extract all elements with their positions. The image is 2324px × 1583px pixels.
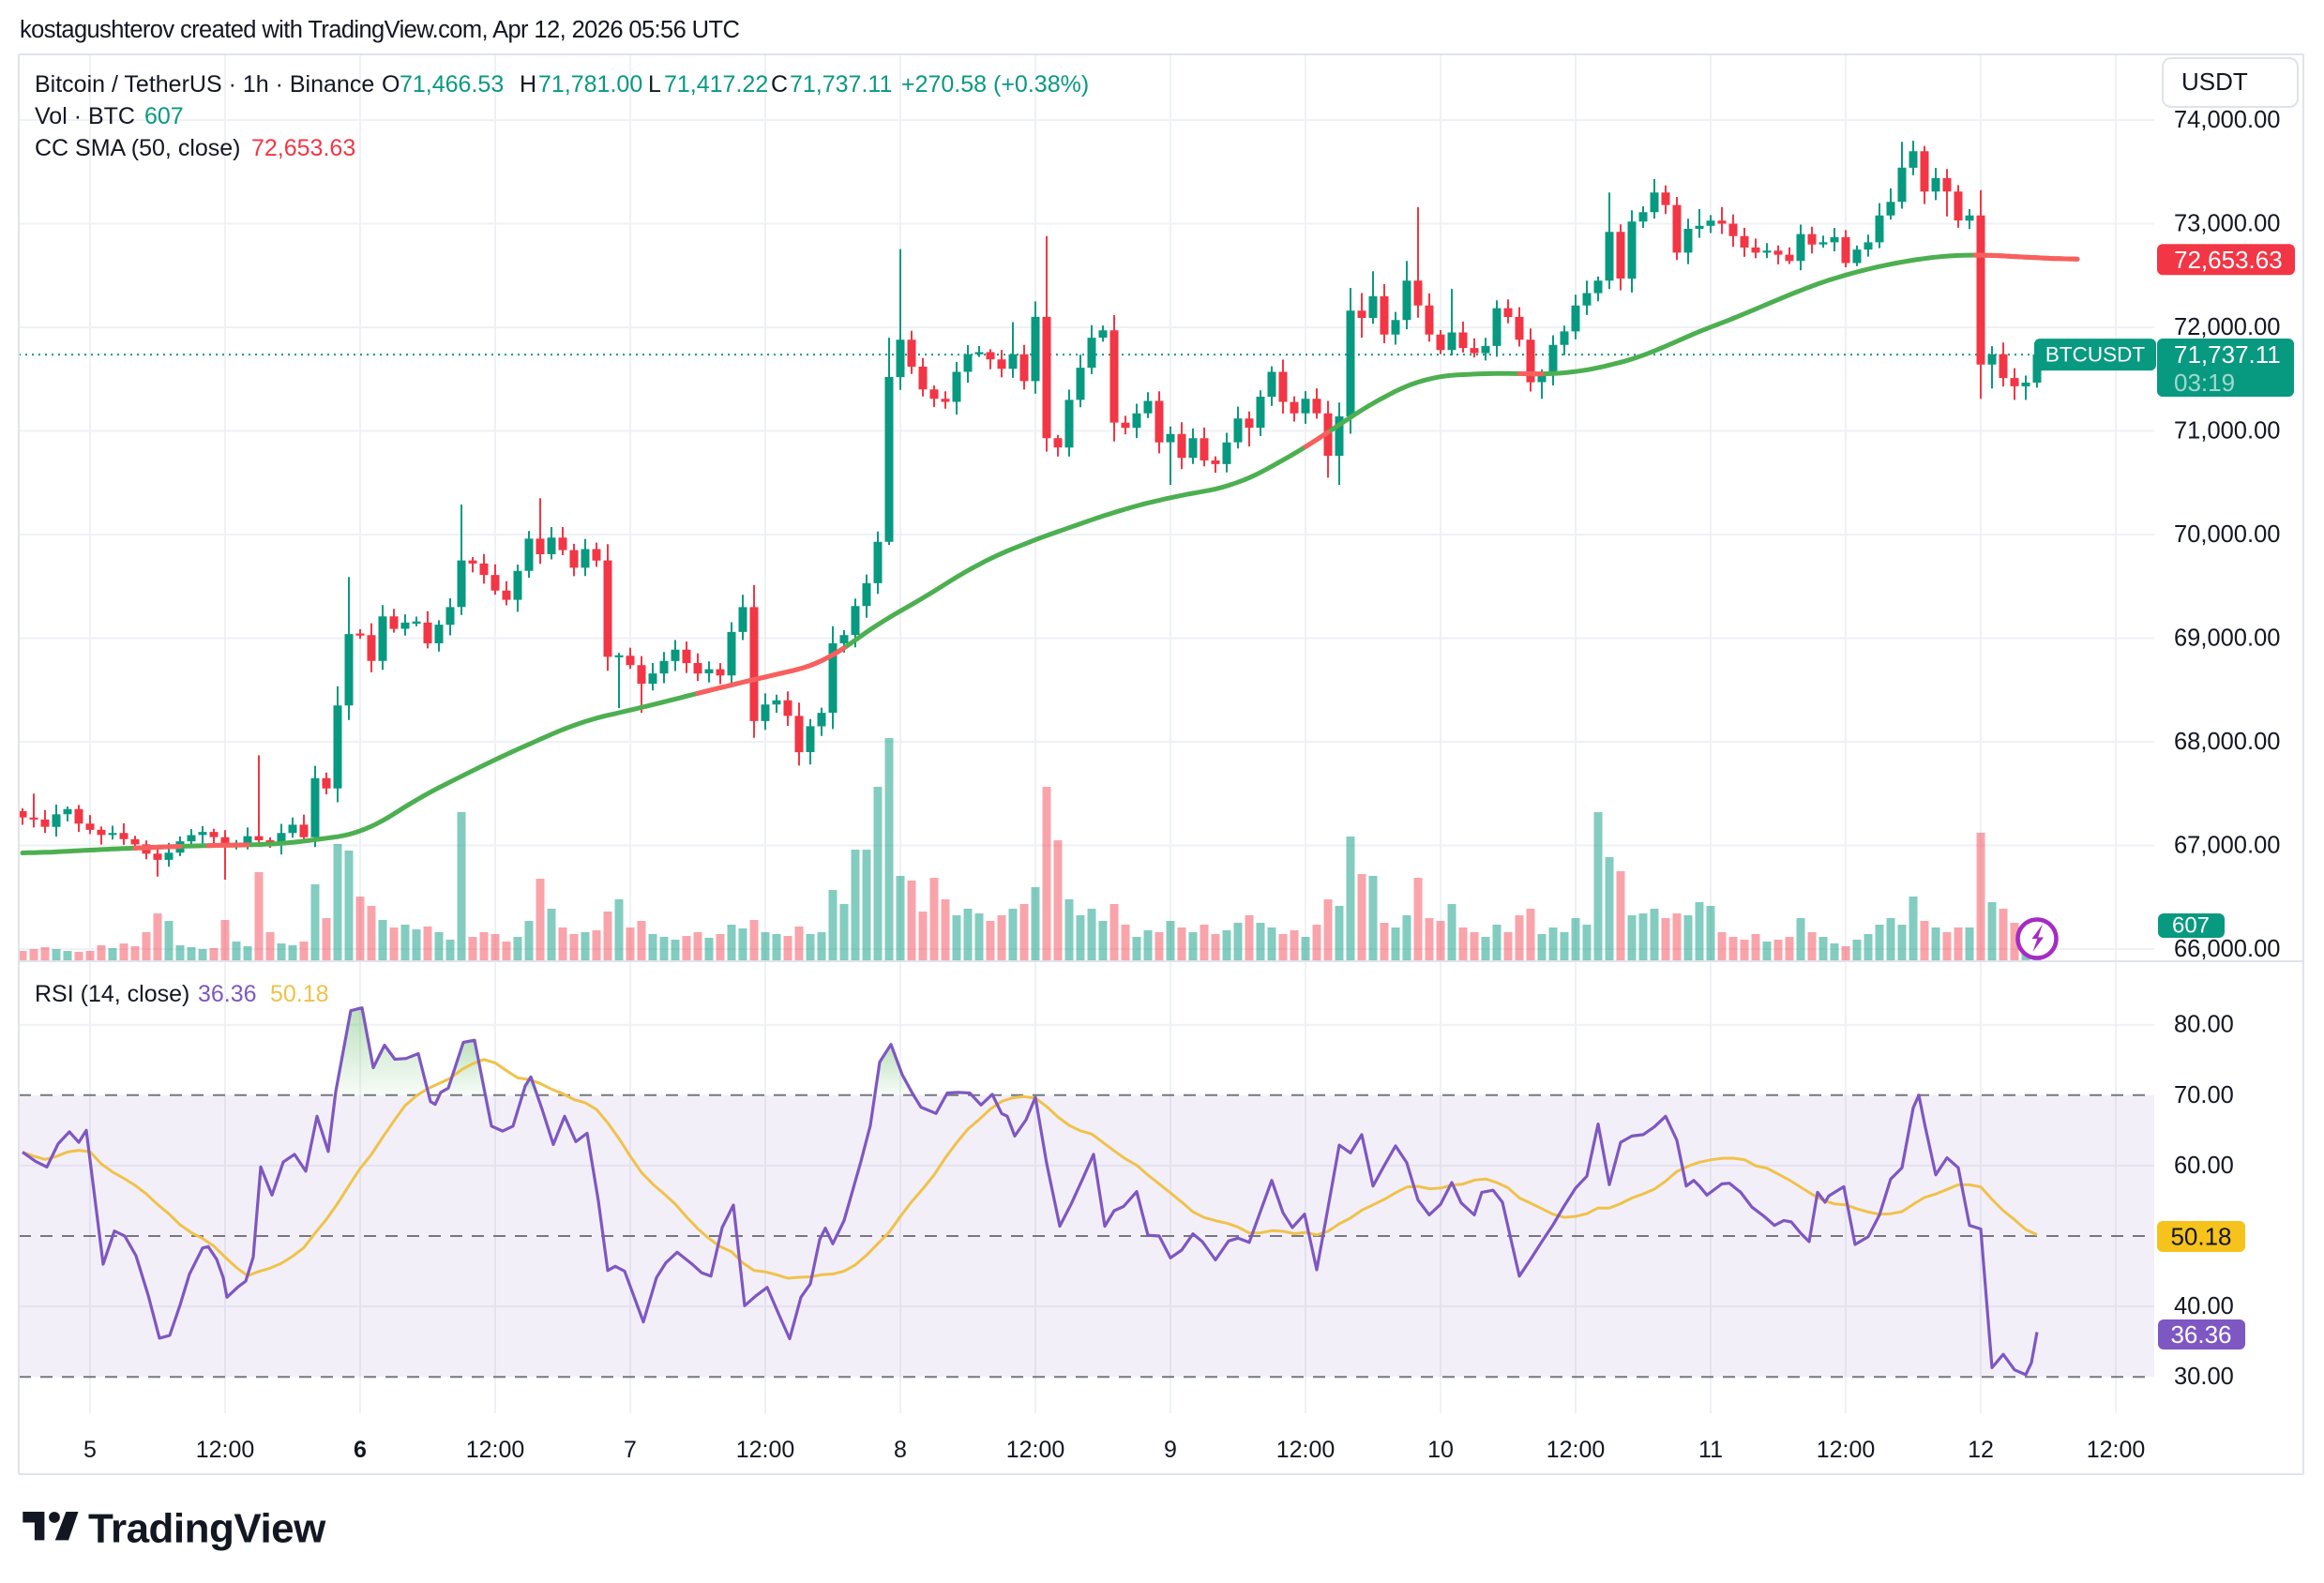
svg-text:C: C [771,71,788,98]
svg-text:H: H [520,71,536,98]
svg-text:12:00: 12:00 [466,1437,525,1463]
svg-text:69,000.00: 69,000.00 [2174,626,2280,652]
svg-text:72,653.63: 72,653.63 [251,135,355,161]
svg-text:9: 9 [1164,1437,1177,1463]
svg-text:7: 7 [624,1437,637,1463]
svg-text:11: 11 [1698,1437,1723,1463]
svg-text:607: 607 [144,103,184,129]
svg-text:71,781.00: 71,781.00 [538,71,642,98]
svg-text:USDT: USDT [2181,68,2248,96]
svg-text:60.00: 60.00 [2174,1153,2234,1179]
svg-text:12:00: 12:00 [1006,1437,1065,1463]
svg-text:74,000.00: 74,000.00 [2174,107,2280,133]
svg-text:RSI (14, close): RSI (14, close) [35,981,189,1007]
svg-text:O: O [382,71,400,98]
svg-text:50.18: 50.18 [270,981,329,1007]
svg-text:12:00: 12:00 [196,1437,255,1463]
svg-text:30.00: 30.00 [2174,1364,2234,1390]
svg-text:73,000.00: 73,000.00 [2174,211,2280,237]
svg-text:71,000.00: 71,000.00 [2174,418,2280,445]
svg-text:8: 8 [894,1437,907,1463]
svg-text:70.00: 70.00 [2174,1082,2234,1108]
svg-text:36.36: 36.36 [198,981,257,1007]
svg-text:607: 607 [2172,913,2210,939]
svg-text:71,737.11: 71,737.11 [790,71,892,98]
svg-text:80.00: 80.00 [2174,1012,2234,1038]
svg-text:71,737.11: 71,737.11 [2174,340,2281,369]
svg-text:5: 5 [83,1437,97,1463]
svg-text:68,000.00: 68,000.00 [2174,729,2280,755]
svg-text:12:00: 12:00 [1276,1437,1336,1463]
svg-text:12: 12 [1968,1437,1994,1463]
svg-text:67,000.00: 67,000.00 [2174,833,2280,859]
svg-text:12:00: 12:00 [1547,1437,1606,1463]
svg-text:50.18: 50.18 [2170,1223,2231,1251]
svg-text:66,000.00: 66,000.00 [2174,936,2280,962]
svg-text:40.00: 40.00 [2174,1293,2234,1319]
svg-text:10: 10 [1427,1437,1454,1463]
svg-text:71,417.22: 71,417.22 [664,71,768,98]
svg-text:L: L [648,71,661,98]
svg-text:Bitcoin / TetherUS · 1h · Bina: Bitcoin / TetherUS · 1h · Binance [35,71,374,98]
svg-text:70,000.00: 70,000.00 [2174,521,2280,548]
svg-text:36.36: 36.36 [2170,1320,2231,1349]
svg-text:6: 6 [354,1437,367,1463]
svg-text:Vol · BTC: Vol · BTC [35,103,135,129]
svg-text:kostagushterov created with Tr: kostagushterov created with TradingView.… [20,17,739,43]
svg-text:+270.58 (+0.38%): +270.58 (+0.38%) [901,71,1089,98]
svg-text:12:00: 12:00 [1817,1437,1876,1463]
svg-text:71,466.53: 71,466.53 [400,71,504,98]
svg-text:BTCUSDT: BTCUSDT [2045,343,2146,367]
svg-text:TradingView: TradingView [88,1506,326,1552]
svg-text:12:00: 12:00 [736,1437,795,1463]
svg-text:72,653.63: 72,653.63 [2174,246,2283,274]
svg-text:72,000.00: 72,000.00 [2174,314,2280,340]
svg-text:12:00: 12:00 [2087,1437,2146,1463]
svg-text:03:19: 03:19 [2174,369,2235,397]
svg-text:CC SMA (50, close): CC SMA (50, close) [35,135,241,161]
